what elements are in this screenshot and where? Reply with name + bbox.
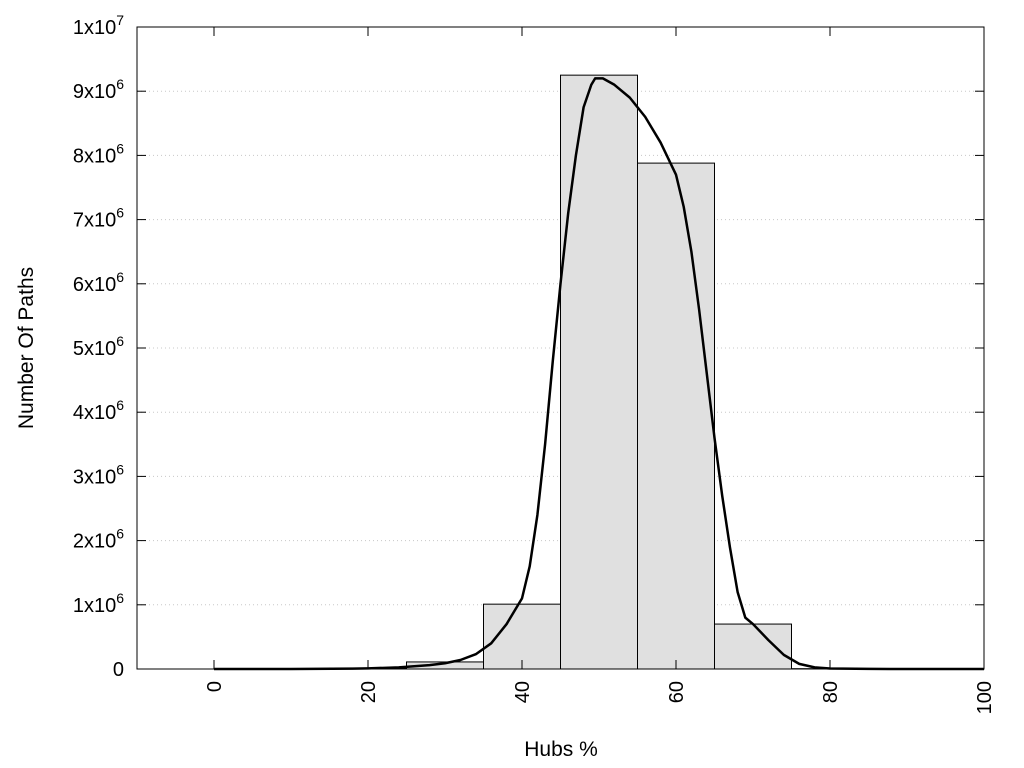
x-tick-label: 0 <box>204 681 226 692</box>
y-tick-label: 4x106 <box>73 397 124 424</box>
histogram-bar <box>714 623 792 670</box>
y-tick-label: 0 <box>113 659 124 681</box>
x-tick-label: 80 <box>820 681 842 703</box>
x-tick-label: 20 <box>358 681 380 703</box>
y-axis-title: Number Of Paths <box>15 267 38 429</box>
histogram-bars <box>329 74 869 670</box>
x-tick-label: 60 <box>666 681 688 703</box>
y-tick-label: 3x106 <box>73 461 124 488</box>
y-tick-label: 1x106 <box>73 590 124 617</box>
x-tick-labels: 0 20 40 60 80 100 <box>204 681 996 714</box>
x-axis-title: Hubs % <box>524 738 598 761</box>
y-tick-label: 1x107 <box>73 12 124 39</box>
fit-curve-line <box>214 77 984 671</box>
y-tick-label: 8x106 <box>73 140 124 167</box>
y-tick-label: 9x106 <box>73 76 124 103</box>
x-tick-label: 40 <box>512 681 534 703</box>
histogram-bar <box>560 74 638 670</box>
y-tick-label: 7x106 <box>73 205 124 232</box>
fit-curve <box>214 77 984 671</box>
y-tick-label: 6x106 <box>73 269 124 296</box>
y-tick-label: 2x106 <box>73 526 124 553</box>
y-tick-label: 5x106 <box>73 333 124 360</box>
y-tick-labels: 0 1x106 2x106 3x106 4x106 5x106 6x106 7x106 8x10… <box>73 12 124 681</box>
axis-ticks <box>137 26 985 670</box>
histogram-bar <box>637 162 715 670</box>
x-tick-label: 100 <box>974 681 996 714</box>
